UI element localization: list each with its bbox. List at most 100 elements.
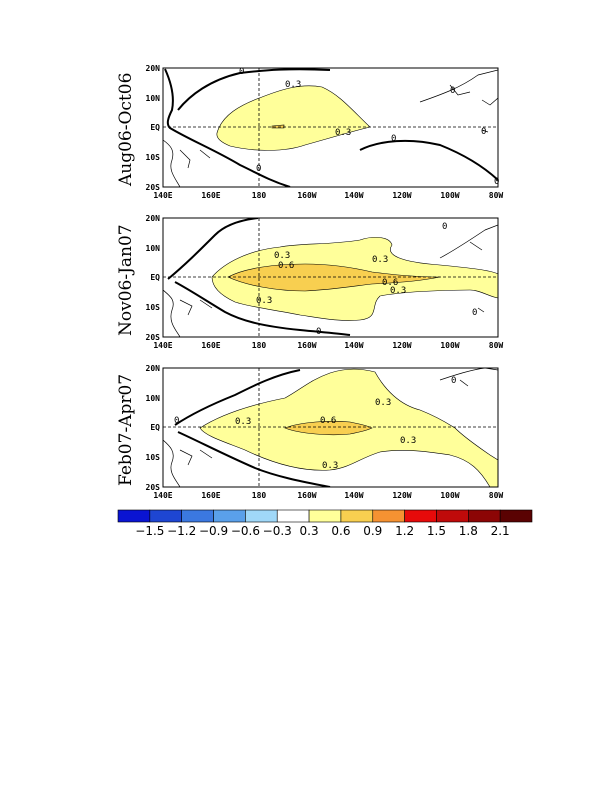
svg-text:160E: 160E (201, 191, 220, 200)
zero-contour (174, 281, 351, 336)
lat-ticks-3: 20N 10N EQ 10S 20S (146, 364, 161, 492)
colorbar-tick-label: 0.3 (300, 524, 319, 538)
svg-text:120W: 120W (392, 491, 411, 500)
colorbar-swatch (117, 509, 151, 523)
svg-text:10N: 10N (146, 94, 161, 103)
svg-text:100W: 100W (440, 341, 459, 350)
colorbar-tick-label: −0.6 (231, 524, 260, 538)
panel-title-3: Feb07-Apr07 (116, 374, 136, 486)
svg-text:EQ: EQ (150, 123, 160, 132)
colorbar-swatch (499, 509, 533, 523)
svg-text:80W: 80W (489, 191, 504, 200)
colorbar-swatch (404, 509, 437, 523)
zero-contour (164, 68, 291, 187)
colorbar-swatch (372, 509, 405, 523)
svg-text:80W: 80W (489, 491, 504, 500)
colorbar-swatch (276, 509, 310, 523)
contour-label: 0 (472, 308, 477, 318)
svg-text:160W: 160W (297, 491, 316, 500)
contour-label: 0 (451, 376, 456, 386)
svg-text:20S: 20S (146, 333, 161, 342)
coastline (163, 224, 498, 337)
lon-ticks-3: 140E 160E 180 160W 140W 120W 100W 80W (153, 491, 503, 500)
contour-label: 0.6 (278, 261, 294, 271)
lon-ticks-2: 140E 160E 180 160W 140W 120W 100W 80W (153, 341, 503, 350)
svg-text:140E: 140E (153, 491, 172, 500)
svg-text:100W: 100W (440, 191, 459, 200)
svg-text:120W: 120W (392, 191, 411, 200)
contour-label: 0.3 (400, 436, 416, 446)
colorbar-swatch (213, 509, 246, 523)
svg-text:140E: 140E (153, 191, 172, 200)
svg-text:EQ: EQ (150, 273, 160, 282)
contour-label: 0 (450, 86, 455, 96)
zero-contour (167, 218, 259, 280)
contour-label: 0 (174, 416, 179, 426)
lon-ticks-1: 140E 160E 180 160W 140W 120W 100W 80W (153, 191, 503, 200)
svg-text:140W: 140W (344, 191, 363, 200)
anomaly-region-0.3 (216, 85, 371, 151)
colorbar-tick-label: −1.5 (135, 524, 164, 538)
svg-text:80W: 80W (489, 341, 504, 350)
svg-text:160E: 160E (201, 341, 220, 350)
colorbar-tick-label: −0.3 (263, 524, 292, 538)
contour-label: 0.3 (274, 251, 290, 261)
colorbar-swatch (149, 509, 182, 523)
colorbar-swatch (436, 509, 469, 523)
contour-label: 0.3 (390, 286, 406, 296)
colorbar-swatch (340, 509, 374, 523)
map-frame (162, 217, 499, 338)
contour-label: 0 (442, 222, 447, 232)
contour-label: 0.3 (256, 296, 272, 306)
svg-text:20S: 20S (146, 483, 161, 492)
svg-text:20N: 20N (146, 214, 161, 223)
lat-ticks-2: 20N 10N EQ 10S 20S (146, 214, 161, 342)
contour-label: 0.3 (322, 461, 338, 471)
svg-text:10N: 10N (146, 244, 161, 253)
zero-contour (177, 431, 331, 487)
zero-contour (359, 139, 498, 181)
colorbar-tick-label: 0.9 (363, 524, 382, 538)
svg-text:20N: 20N (146, 364, 161, 373)
svg-text:EQ: EQ (150, 423, 160, 432)
contour-label: 0.3 (285, 80, 301, 90)
svg-text:20N: 20N (146, 64, 161, 73)
svg-text:20S: 20S (146, 183, 161, 192)
colorbar-tick-label: −1.2 (167, 524, 196, 538)
svg-text:10S: 10S (146, 303, 161, 312)
map-frame (162, 367, 499, 488)
colorbar-tick-label: 2.1 (491, 524, 510, 538)
map-panel-2: Nov06-Jan07 0.3 0.6 0.3 0.6 0.3 0.3 0 0 … (116, 214, 503, 350)
svg-text:140W: 140W (344, 341, 363, 350)
panel-title-2: Nov06-Jan07 (116, 224, 136, 336)
svg-text:10S: 10S (146, 453, 161, 462)
svg-text:180: 180 (252, 341, 267, 350)
contour-label: 0 (391, 134, 396, 144)
contour-label: 0 (481, 127, 486, 137)
svg-text:10S: 10S (146, 153, 161, 162)
svg-text:120W: 120W (392, 341, 411, 350)
svg-text:160W: 160W (297, 341, 316, 350)
panel-title-1: Aug06-Oct06 (116, 73, 136, 187)
zero-contour (177, 68, 331, 111)
colorbar-tick-label: 1.8 (459, 524, 478, 538)
contour-label: 0 (256, 164, 261, 174)
colorbar-swatch (181, 509, 214, 523)
colorbar-tick-label: −0.9 (199, 524, 228, 538)
svg-text:10N: 10N (146, 394, 161, 403)
contour-label: 0.3 (372, 255, 388, 265)
map-frame (162, 67, 499, 188)
contour-label: 0.3 (335, 128, 351, 138)
svg-text:160E: 160E (201, 491, 220, 500)
map-panel-1: Aug06-Oct06 0 0.3 0.3 0 0 0 0 0 20N 10N … (116, 64, 503, 200)
zero-contour (174, 369, 301, 426)
colorbar: −1.5 −1.2 −0.9 −0.6 −0.3 0.3 0.6 0.9 1.2 1.5 1.8 2.… (117, 509, 533, 538)
svg-text:140E: 140E (153, 341, 172, 350)
contour-label: 0 (239, 67, 244, 77)
colorbar-tick-label: 1.5 (427, 524, 446, 538)
svg-text:180: 180 (252, 191, 267, 200)
colorbar-swatch (468, 509, 501, 523)
contour-label: 0.3 (375, 398, 391, 408)
colorbar-swatch (308, 509, 342, 523)
colorbar-tick-label: 0.6 (331, 524, 350, 538)
